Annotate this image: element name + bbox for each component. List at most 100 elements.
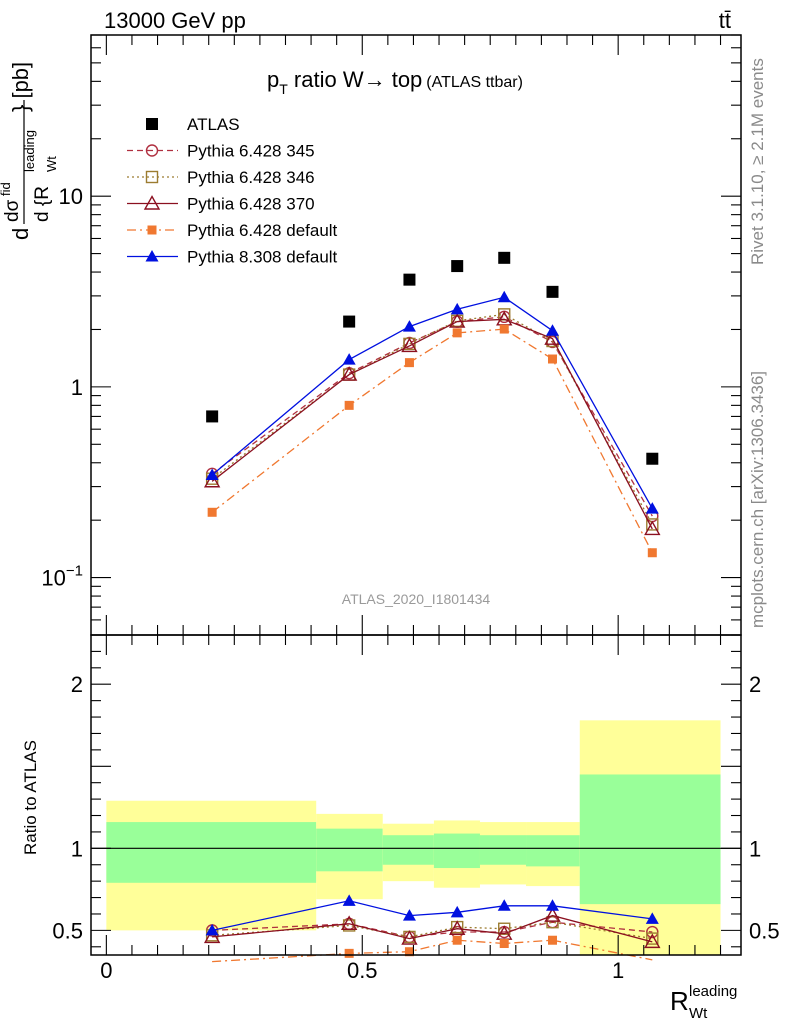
uncertainty-band-inner-5: [526, 835, 580, 867]
ratio-point-p370-0: [203, 928, 221, 944]
ratio-plot-area: [91, 720, 741, 963]
point-pdef-5: [548, 354, 557, 364]
ratio-point-p8-1: [342, 894, 356, 906]
x-tick-label: 0: [100, 958, 112, 983]
ratio-point-pdef-2: [404, 947, 414, 957]
legend-item-p346: Pythia 6.428 346: [127, 168, 315, 187]
source-label: mcplots.cern.ch [arXiv:1306.3436]: [748, 371, 767, 628]
legend-marker-p346: [145, 170, 159, 184]
analysis-watermark: ATLAS_2020_I1801434: [342, 591, 491, 607]
point-p8-4: [497, 290, 511, 303]
ratio-line-p345: [212, 921, 653, 938]
ratio-y-tick-label: 0.5: [52, 918, 83, 943]
y-tick-label: 10−1: [41, 563, 83, 591]
ratio-y-tick-label-right: 2: [749, 672, 761, 697]
legend-marker-p345: [145, 144, 159, 157]
legend-marker-pdef: [147, 225, 157, 235]
legend-label-pdef: Pythia 6.428 default: [187, 221, 338, 240]
point-p8-6: [645, 502, 659, 514]
ratio-point-p8-3: [450, 905, 464, 918]
ratio-point-p370-5: [544, 907, 561, 922]
point-atlas-4: [498, 251, 511, 264]
ratio-axis-ticks: 0.5 0.5 1 1 2 2 0 0.5 1: [52, 635, 780, 983]
uncertainty-band-inner-2: [382, 835, 434, 865]
ratio-panel: 0.5 0.5 1 1 2 2 0 0.5 1 Ratio to ATLAS R leading…: [21, 634, 780, 1022]
ratio-point-p8-4: [497, 899, 511, 911]
svg-text:dσ: dσ: [2, 199, 23, 222]
point-p8-1: [342, 353, 356, 365]
ratio-point-p370-1: [340, 915, 358, 931]
uncertainty-band-inner-6: [579, 774, 721, 905]
legend-label-p8: Pythia 8.308 default: [187, 248, 338, 267]
uncertainty-band-inner-3: [433, 833, 480, 869]
point-p8-2: [402, 320, 416, 332]
legend-item-p8: Pythia 8.308 default: [127, 248, 338, 267]
ratio-point-p8-6: [645, 912, 659, 924]
legend-marker-atlas: [146, 118, 158, 130]
legend-label-p370: Pythia 6.428 370: [187, 195, 315, 214]
energy-label: 13000 GeV pp: [104, 8, 246, 33]
svg-text:fid: fid: [0, 182, 13, 196]
point-atlas-1: [343, 315, 356, 328]
x-axis-label: R leading Wt: [670, 983, 737, 1022]
svg-text:d {R: d {R: [32, 186, 53, 222]
y-tick-label: 1: [71, 375, 83, 400]
svg-text:Wt: Wt: [44, 156, 59, 172]
ratio-point-p370-3: [449, 920, 466, 935]
chart-title: pT ratio W→ top (ATLAS ttbar): [267, 67, 523, 97]
svg-text:leading: leading: [689, 983, 737, 1000]
legend-label-p346: Pythia 6.428 346: [187, 168, 315, 187]
ratio-point-pdef-3: [452, 935, 462, 945]
series-line-p346: [211, 313, 653, 525]
x-tick-label: 1: [612, 958, 624, 983]
uncertainty-band-inner-0: [106, 822, 317, 883]
point-p370-2: [401, 337, 418, 353]
legend-item-p370: Pythia 6.428 370: [127, 195, 315, 214]
point-p370-6: [644, 520, 661, 536]
ratio-y-tick-label: 2: [71, 672, 83, 697]
ratio-point-pdef-1: [344, 948, 354, 958]
point-p8-3: [450, 302, 464, 315]
point-atlas-6: [646, 452, 659, 465]
y-axis-label: d dσ fid d {R leading Wt } [pb]: [0, 62, 59, 240]
point-atlas-0: [206, 410, 219, 423]
ratio-y-axis-label: Ratio to ATLAS: [21, 740, 40, 855]
legend-label-p345: Pythia 6.428 345: [187, 142, 315, 161]
ratio-point-p346-5: [546, 915, 559, 929]
ratio-point-p370-2: [401, 930, 418, 945]
process-label: tt̄: [719, 8, 731, 33]
point-p370-0: [203, 472, 221, 488]
uncertainty-band-inner-1: [316, 828, 383, 872]
svg-text:Wt: Wt: [689, 1005, 708, 1022]
ratio-point-p346-6: [646, 932, 659, 945]
point-pdef-4: [499, 324, 509, 334]
legend-marker-p370: [143, 195, 161, 210]
ratio-line-p370: [212, 914, 653, 943]
legend: ATLAS Pythia 6.428 345 Pythia 6.428 346 Pyt…: [127, 115, 338, 267]
point-pdef-1: [344, 400, 354, 410]
point-p8-5: [546, 324, 559, 336]
svg-text:} [pb]: } [pb]: [8, 62, 33, 112]
point-atlas-3: [451, 260, 464, 273]
ratio-point-pdef-4: [499, 939, 509, 949]
main-plot-area: [203, 251, 661, 558]
point-pdef-3: [452, 328, 462, 338]
rivet-version-label: Rivet 3.1.10, ≥ 2.1M events: [748, 58, 767, 265]
ratio-point-p8-0: [205, 923, 219, 936]
svg-text:d: d: [8, 228, 33, 240]
ratio-y-tick-label-right: 1: [749, 836, 761, 861]
point-p346-6: [646, 518, 659, 531]
y-tick-label: 10: [59, 184, 83, 209]
legend-marker-p8: [145, 250, 159, 262]
ratio-point-p370-6: [644, 933, 661, 949]
ratio-frame: [90, 634, 742, 956]
point-p370-3: [449, 313, 466, 328]
ratio-point-p8-5: [546, 899, 559, 911]
x-tick-label: 0.5: [347, 958, 378, 983]
svg-text:R: R: [670, 986, 689, 1016]
point-pdef-6: [647, 548, 657, 558]
uncertainty-band-inner-4: [479, 835, 527, 865]
point-pdef-2: [404, 358, 414, 368]
main-axis-ticks: 10 1 10−1: [41, 34, 741, 636]
series-line-pdef: [211, 328, 653, 553]
